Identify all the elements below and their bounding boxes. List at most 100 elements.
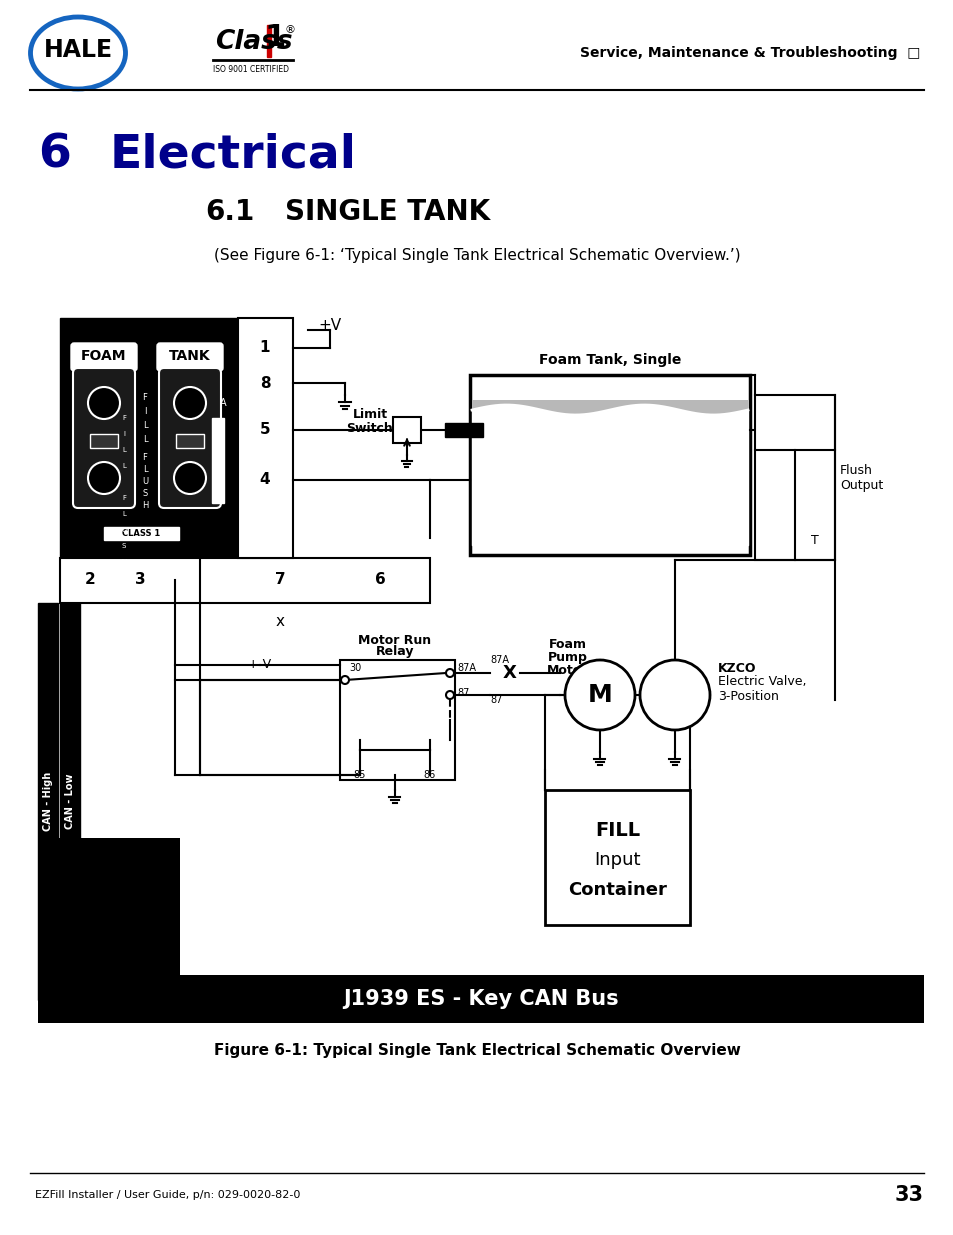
Text: (See Figure 6-1: ‘Typical Single Tank Electrical Schematic Overview.’): (See Figure 6-1: ‘Typical Single Tank El… bbox=[213, 248, 740, 263]
Text: Container: Container bbox=[567, 881, 666, 899]
Bar bbox=[754, 395, 834, 559]
Circle shape bbox=[173, 462, 206, 494]
Bar bbox=[444, 424, 482, 437]
Text: Flush: Flush bbox=[840, 463, 872, 477]
Text: U: U bbox=[121, 527, 127, 534]
FancyBboxPatch shape bbox=[71, 343, 137, 370]
Text: 1: 1 bbox=[264, 23, 285, 53]
Text: Class: Class bbox=[214, 28, 293, 56]
Text: Limit: Limit bbox=[352, 409, 387, 421]
Text: F: F bbox=[122, 415, 126, 421]
Circle shape bbox=[340, 676, 349, 684]
Text: Output: Output bbox=[840, 478, 882, 492]
Text: TANK: TANK bbox=[169, 350, 211, 363]
Text: + V: + V bbox=[248, 658, 272, 672]
Text: +V: +V bbox=[318, 317, 341, 332]
Text: 86: 86 bbox=[423, 769, 436, 781]
Text: L: L bbox=[143, 466, 147, 474]
Text: FOAM: FOAM bbox=[81, 350, 127, 363]
Text: 85: 85 bbox=[354, 769, 366, 781]
Text: I: I bbox=[144, 408, 146, 416]
FancyBboxPatch shape bbox=[157, 343, 223, 370]
Text: 8: 8 bbox=[259, 375, 270, 390]
Circle shape bbox=[88, 462, 120, 494]
Text: F: F bbox=[142, 394, 148, 403]
Text: HALE: HALE bbox=[44, 38, 112, 62]
Text: F: F bbox=[122, 495, 126, 501]
Text: 87A: 87A bbox=[490, 655, 509, 664]
Text: L: L bbox=[143, 421, 147, 431]
Bar bbox=[90, 433, 118, 448]
Text: M: M bbox=[587, 683, 612, 706]
Bar bbox=[470, 375, 749, 555]
Text: 30: 30 bbox=[349, 663, 361, 673]
Text: U: U bbox=[142, 478, 148, 487]
Bar bbox=[60, 558, 430, 603]
Text: 6.1: 6.1 bbox=[205, 198, 254, 226]
Text: Pump: Pump bbox=[547, 652, 587, 664]
Text: Electric Valve,: Electric Valve, bbox=[718, 676, 805, 688]
Circle shape bbox=[639, 659, 709, 730]
Text: ISO 9001 CERTIFIED: ISO 9001 CERTIFIED bbox=[213, 65, 289, 74]
FancyBboxPatch shape bbox=[159, 368, 221, 508]
Bar bbox=[38, 603, 58, 1000]
Text: Motor: Motor bbox=[547, 664, 588, 678]
Text: L: L bbox=[122, 511, 126, 517]
Text: 4: 4 bbox=[259, 473, 270, 488]
Text: S: S bbox=[142, 489, 148, 499]
Circle shape bbox=[446, 669, 454, 677]
Bar bbox=[38, 839, 180, 1000]
Text: L: L bbox=[122, 463, 126, 469]
Text: 5: 5 bbox=[259, 422, 270, 437]
Text: KZCO: KZCO bbox=[718, 662, 756, 674]
Text: Service, Maintenance & Troubleshooting  □: Service, Maintenance & Troubleshooting □ bbox=[579, 46, 919, 61]
Bar bbox=[267, 25, 271, 57]
Bar bbox=[60, 603, 80, 1000]
Text: 87: 87 bbox=[490, 695, 502, 705]
Circle shape bbox=[564, 659, 635, 730]
Text: A: A bbox=[219, 398, 226, 408]
Bar bbox=[544, 790, 689, 925]
Text: EZFill Installer / User Guide, p/n: 029-0020-82-0: EZFill Installer / User Guide, p/n: 029-… bbox=[35, 1191, 300, 1200]
Text: X: X bbox=[502, 664, 517, 682]
Text: Foam Tank, Single: Foam Tank, Single bbox=[538, 353, 680, 367]
Bar bbox=[38, 974, 923, 1023]
Circle shape bbox=[88, 387, 120, 419]
Text: F: F bbox=[142, 453, 148, 462]
Text: I: I bbox=[123, 431, 125, 437]
Bar bbox=[393, 417, 420, 443]
Text: 3-Position: 3-Position bbox=[718, 689, 778, 703]
Text: T: T bbox=[810, 534, 818, 547]
Bar bbox=[104, 527, 179, 540]
Text: L: L bbox=[122, 447, 126, 453]
Circle shape bbox=[173, 387, 206, 419]
Bar bbox=[472, 400, 747, 545]
Text: CLASS 1: CLASS 1 bbox=[122, 529, 160, 537]
Text: Switch: Switch bbox=[346, 421, 393, 435]
Text: ®: ® bbox=[284, 25, 295, 35]
Text: J1939 ES - Key CAN Bus: J1939 ES - Key CAN Bus bbox=[343, 989, 618, 1009]
Text: FILL: FILL bbox=[595, 820, 639, 840]
Text: Foam: Foam bbox=[548, 638, 586, 652]
Text: Motor Run: Motor Run bbox=[358, 634, 431, 646]
Circle shape bbox=[446, 692, 454, 699]
Text: S: S bbox=[122, 543, 126, 550]
Text: 87: 87 bbox=[456, 688, 469, 698]
Text: 3: 3 bbox=[134, 573, 145, 588]
Text: SINGLE TANK: SINGLE TANK bbox=[285, 198, 490, 226]
Bar bbox=[60, 317, 240, 558]
Text: x: x bbox=[275, 614, 284, 629]
Text: H: H bbox=[142, 501, 148, 510]
Text: CAN - Low: CAN - Low bbox=[65, 773, 75, 829]
Text: H: H bbox=[121, 559, 127, 564]
Bar bbox=[175, 433, 204, 448]
Bar bbox=[212, 417, 224, 503]
Text: 1: 1 bbox=[259, 341, 270, 356]
Text: 6: 6 bbox=[375, 573, 385, 588]
Text: CAN - High: CAN - High bbox=[43, 772, 53, 831]
Text: 33: 33 bbox=[894, 1186, 923, 1205]
Text: 87A: 87A bbox=[456, 663, 476, 673]
Text: Figure 6-1: Typical Single Tank Electrical Schematic Overview: Figure 6-1: Typical Single Tank Electric… bbox=[213, 1042, 740, 1057]
Text: 7: 7 bbox=[274, 573, 285, 588]
Text: Relay: Relay bbox=[375, 646, 414, 658]
